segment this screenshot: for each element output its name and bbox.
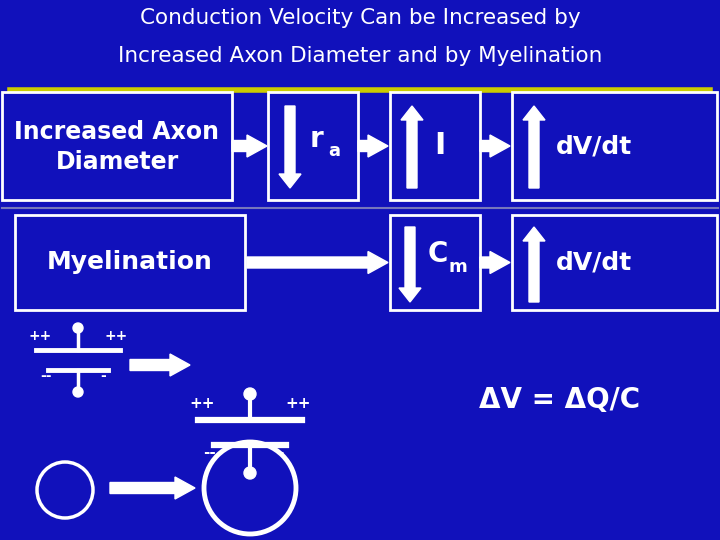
Polygon shape — [399, 227, 421, 302]
Polygon shape — [247, 252, 388, 273]
FancyBboxPatch shape — [390, 92, 480, 200]
Text: dV/dt: dV/dt — [556, 134, 632, 158]
Text: ++: ++ — [28, 329, 52, 343]
FancyBboxPatch shape — [15, 215, 245, 310]
Polygon shape — [232, 135, 267, 157]
Text: --: -- — [40, 369, 52, 383]
Polygon shape — [110, 477, 195, 499]
Polygon shape — [401, 106, 423, 188]
Text: ++: ++ — [104, 329, 127, 343]
Text: a: a — [328, 142, 340, 160]
Polygon shape — [480, 135, 510, 157]
Text: ++: ++ — [285, 396, 311, 411]
Polygon shape — [279, 106, 301, 188]
Circle shape — [244, 388, 256, 400]
FancyBboxPatch shape — [268, 92, 358, 200]
Text: m: m — [448, 258, 467, 275]
Text: Increased Axon: Increased Axon — [14, 120, 220, 144]
Polygon shape — [358, 135, 388, 157]
Polygon shape — [130, 354, 190, 376]
Text: --: -- — [204, 445, 217, 460]
FancyBboxPatch shape — [512, 215, 717, 310]
Circle shape — [244, 467, 256, 479]
Text: Increased Axon Diameter and by Myelination: Increased Axon Diameter and by Myelinati… — [118, 46, 602, 66]
Circle shape — [73, 323, 83, 333]
FancyBboxPatch shape — [512, 92, 717, 200]
Text: Conduction Velocity Can be Increased by: Conduction Velocity Can be Increased by — [140, 8, 580, 28]
Text: ++: ++ — [189, 396, 215, 411]
FancyBboxPatch shape — [2, 92, 232, 200]
Text: -: - — [276, 445, 283, 460]
Text: Myelination: Myelination — [47, 251, 213, 274]
Circle shape — [73, 387, 83, 397]
Text: C: C — [428, 240, 449, 268]
Polygon shape — [523, 227, 545, 302]
Text: r: r — [310, 125, 324, 153]
Polygon shape — [523, 106, 545, 188]
Text: -: - — [100, 369, 106, 383]
Text: Diameter: Diameter — [55, 150, 179, 174]
Polygon shape — [480, 252, 510, 273]
Text: I: I — [434, 132, 446, 160]
Text: dV/dt: dV/dt — [556, 251, 632, 274]
FancyBboxPatch shape — [390, 215, 480, 310]
Text: ΔV = ΔQ/C: ΔV = ΔQ/C — [480, 386, 641, 414]
